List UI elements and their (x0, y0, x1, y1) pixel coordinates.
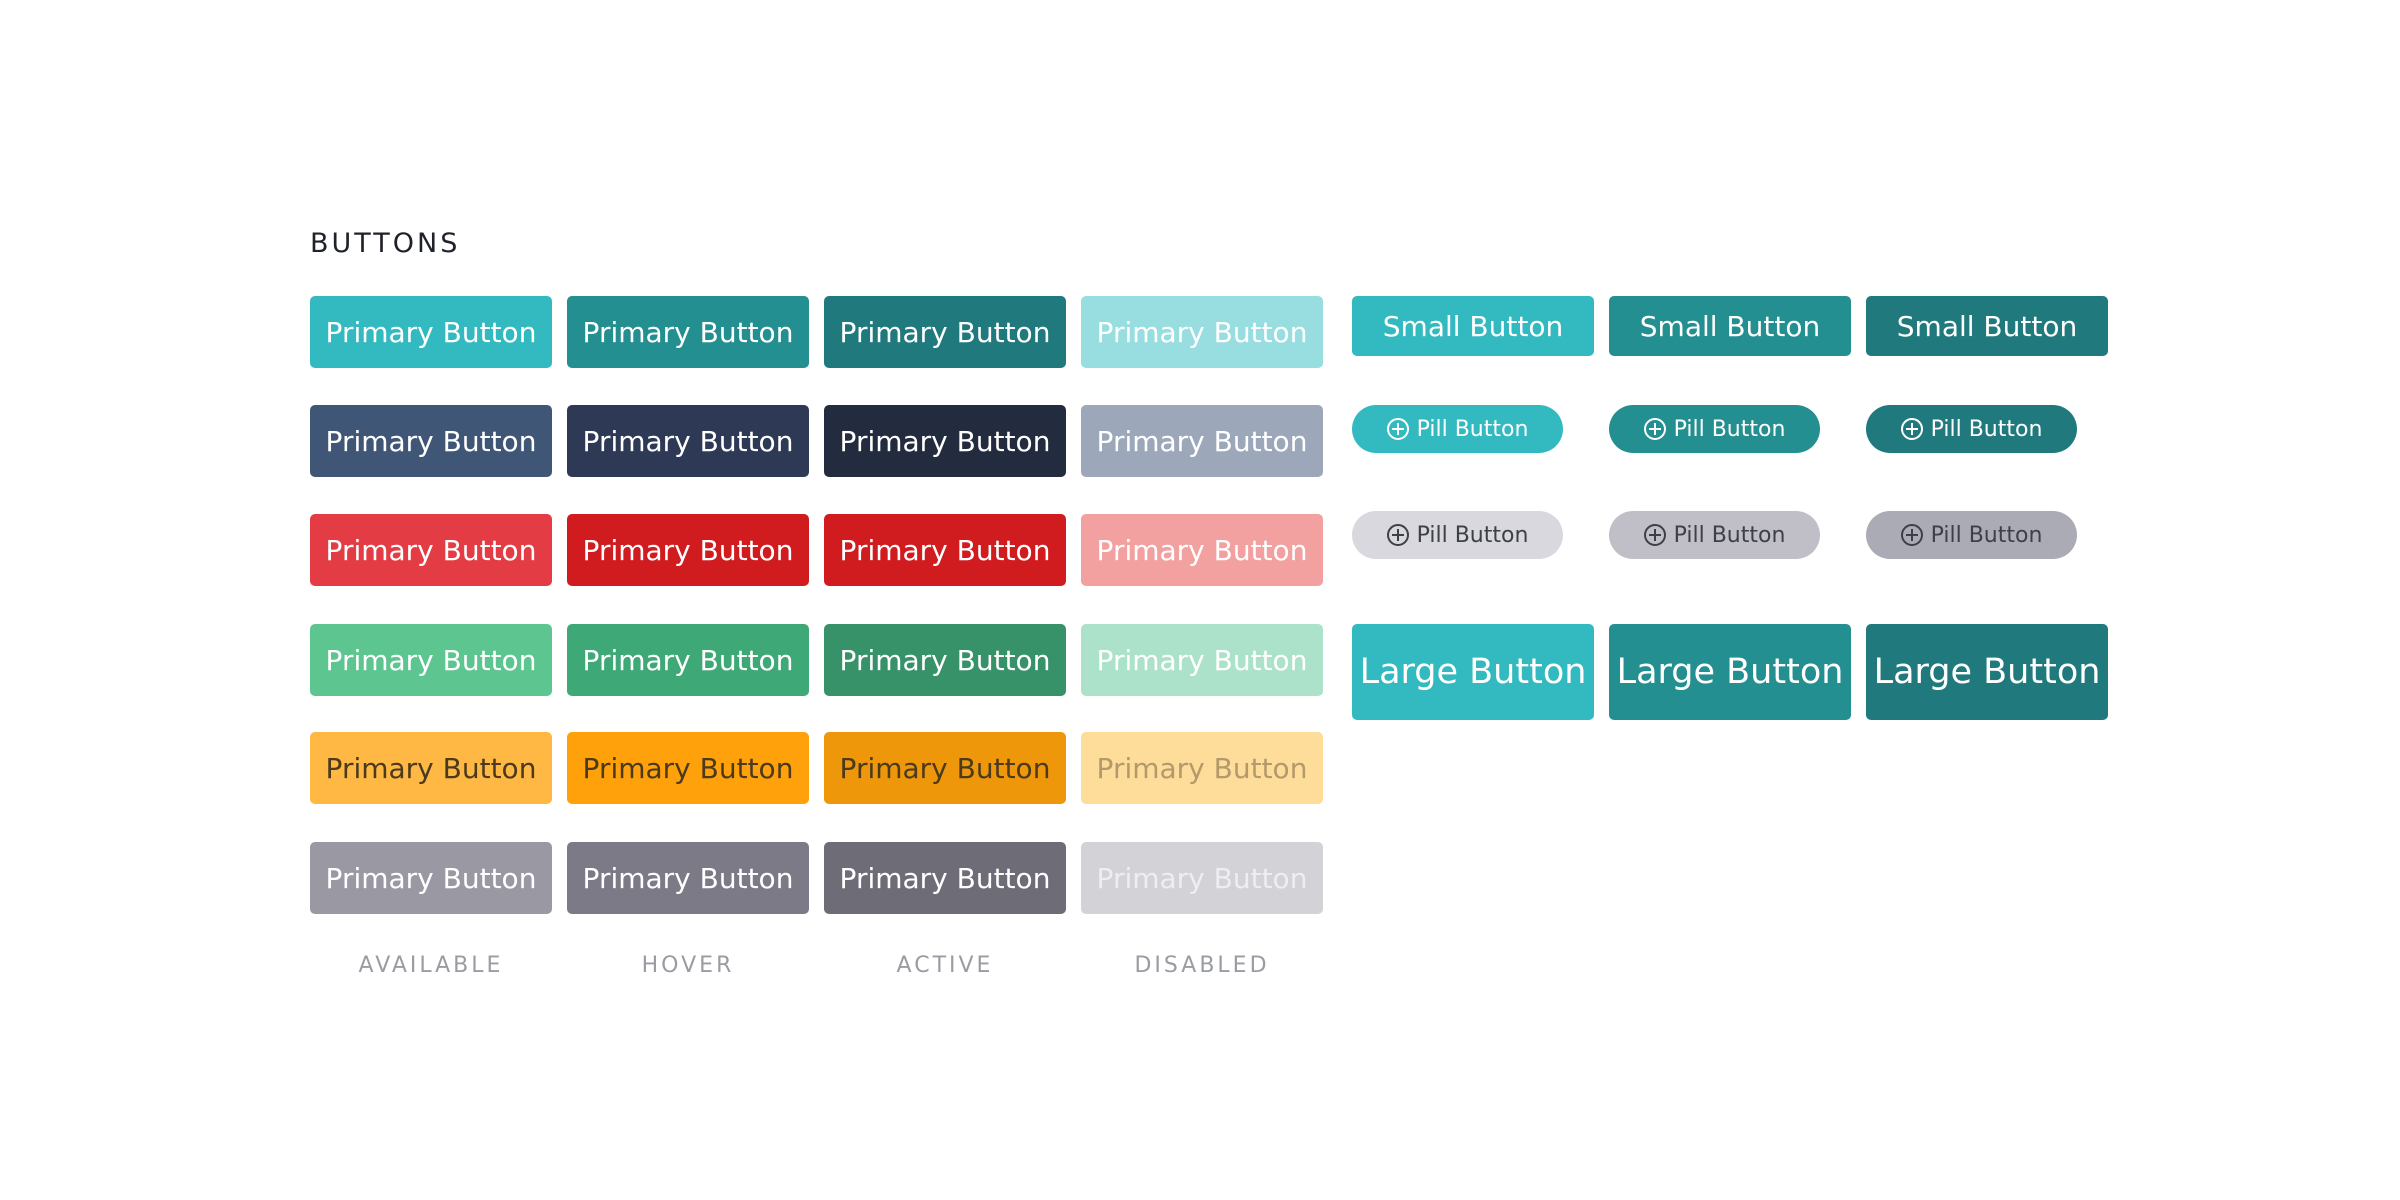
plus-circle-icon (1900, 418, 1923, 440)
state-label-active: ACTIVE (896, 953, 994, 978)
pill-button-label: Pill Button (1673, 522, 1786, 548)
primary-button-navy-available[interactable]: Primary Button (310, 405, 552, 477)
plus-circle-icon (1643, 418, 1666, 440)
primary-button-yellow-hover[interactable]: Primary Button (567, 732, 809, 804)
pill-button[interactable]: Pill Button (1866, 405, 2077, 453)
primary-button-navy-active[interactable]: Primary Button (824, 405, 1066, 477)
plus-circle-icon (1386, 418, 1409, 440)
primary-button-gray-disabled: Primary Button (1081, 842, 1323, 914)
plus-circle-icon (1386, 524, 1409, 546)
primary-button-navy-hover[interactable]: Primary Button (567, 405, 809, 477)
primary-button-red-hover[interactable]: Primary Button (567, 514, 809, 586)
section-title: BUTTONS (310, 228, 461, 259)
pill-button-label: Pill Button (1416, 522, 1529, 548)
large-button[interactable]: Large Button (1866, 624, 2108, 720)
primary-button-green-active[interactable]: Primary Button (824, 624, 1066, 696)
small-button[interactable]: Small Button (1352, 296, 1594, 356)
primary-button-gray-available[interactable]: Primary Button (310, 842, 552, 914)
state-label-hover: HOVER (641, 953, 735, 978)
plus-circle-icon (1643, 524, 1666, 546)
pill-button[interactable]: Pill Button (1609, 511, 1820, 559)
large-button[interactable]: Large Button (1352, 624, 1594, 720)
primary-button-yellow-available[interactable]: Primary Button (310, 732, 552, 804)
primary-button-teal-active[interactable]: Primary Button (824, 296, 1066, 368)
primary-button-gray-active[interactable]: Primary Button (824, 842, 1066, 914)
pill-button-label: Pill Button (1930, 522, 2043, 548)
state-label-available: AVAILABLE (358, 953, 504, 978)
primary-button-yellow-disabled: Primary Button (1081, 732, 1323, 804)
primary-button-green-hover[interactable]: Primary Button (567, 624, 809, 696)
pill-button-label: Pill Button (1673, 416, 1786, 442)
primary-button-red-available[interactable]: Primary Button (310, 514, 552, 586)
primary-button-red-active[interactable]: Primary Button (824, 514, 1066, 586)
primary-button-green-disabled: Primary Button (1081, 624, 1323, 696)
primary-button-teal-available[interactable]: Primary Button (310, 296, 552, 368)
primary-button-green-available[interactable]: Primary Button (310, 624, 552, 696)
pill-button[interactable]: Pill Button (1352, 405, 1563, 453)
small-button[interactable]: Small Button (1866, 296, 2108, 356)
plus-circle-icon (1900, 524, 1923, 546)
primary-button-teal-hover[interactable]: Primary Button (567, 296, 809, 368)
large-button[interactable]: Large Button (1609, 624, 1851, 720)
pill-button-label: Pill Button (1416, 416, 1529, 442)
pill-button[interactable]: Pill Button (1609, 405, 1820, 453)
small-button[interactable]: Small Button (1609, 296, 1851, 356)
pill-button-label: Pill Button (1930, 416, 2043, 442)
primary-button-teal-disabled: Primary Button (1081, 296, 1323, 368)
primary-button-yellow-active[interactable]: Primary Button (824, 732, 1066, 804)
pill-button[interactable]: Pill Button (1352, 511, 1563, 559)
primary-button-navy-disabled: Primary Button (1081, 405, 1323, 477)
state-label-disabled: DISABLED (1134, 953, 1270, 978)
pill-button[interactable]: Pill Button (1866, 511, 2077, 559)
primary-button-gray-hover[interactable]: Primary Button (567, 842, 809, 914)
primary-button-red-disabled: Primary Button (1081, 514, 1323, 586)
